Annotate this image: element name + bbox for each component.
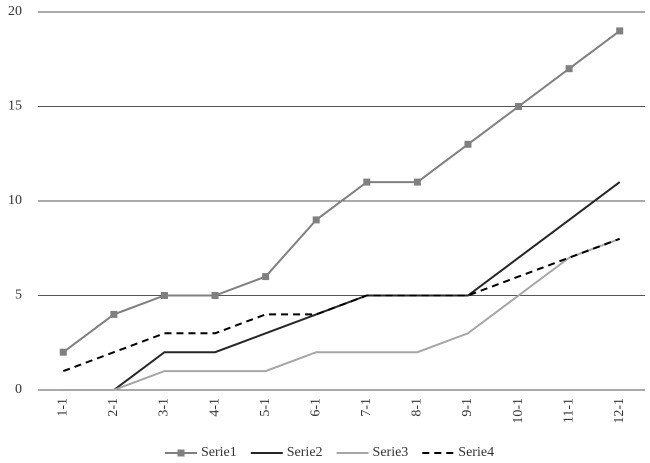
y-tick-label: 5 [15,288,22,303]
series-line [62,30,621,354]
marker [464,140,472,148]
x-tick-label: 7-1 [359,398,374,417]
legend-label: Serie3 [373,445,409,460]
legend-marker [177,449,185,457]
series-line [62,237,621,373]
x-tick-label: 6-1 [308,398,323,417]
x-tick-label: 8-1 [410,398,425,417]
marker [262,273,270,281]
marker [312,216,320,224]
x-tick-label: 5-1 [258,398,273,417]
legend-label: Serie1 [201,445,237,460]
x-tick-label: 12-1 [612,398,627,424]
x-tick-label: 4-1 [207,398,222,417]
legend-label: Serie4 [458,445,494,460]
x-tick-label: 10-1 [511,398,526,424]
marker [413,178,421,186]
marker [565,65,573,73]
x-tick-label: 9-1 [460,398,475,417]
marker [616,27,624,35]
x-tick-label: 3-1 [157,398,172,417]
marker [59,348,67,356]
x-tick-label: 2-1 [106,398,121,417]
marker [363,178,371,186]
y-tick-label: 20 [8,4,22,19]
y-tick-label: 0 [15,382,22,397]
x-tick-label: 1-1 [56,398,71,417]
marker [211,292,219,299]
series-line [113,181,621,391]
marker [515,103,523,110]
marker [110,310,118,318]
y-tick-label: 10 [8,193,22,208]
y-tick-label: 15 [8,99,22,114]
x-tick-label: 11-1 [561,398,576,423]
marker [160,292,168,299]
series-line [63,237,621,391]
legend-label: Serie2 [287,445,323,460]
